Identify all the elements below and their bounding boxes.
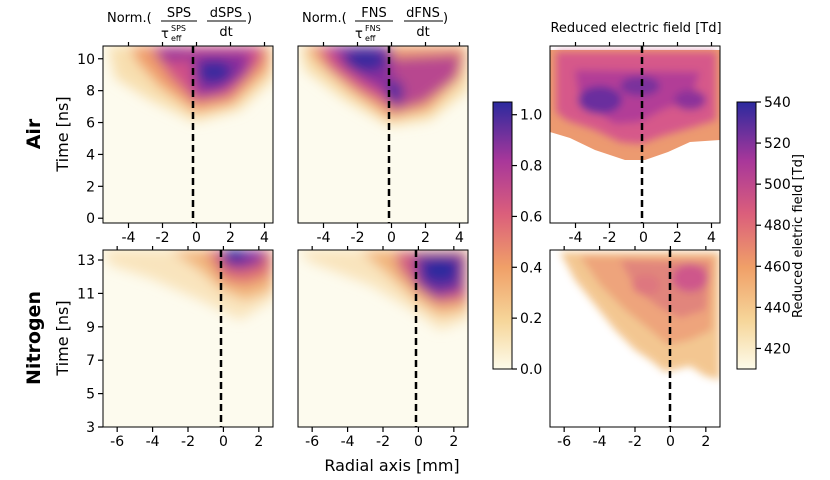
x-tick-label: 2 <box>449 434 458 450</box>
x-tick-label: -2 <box>603 230 617 246</box>
row-label-nitrogen: Nitrogen <box>23 291 45 385</box>
panel-nitrogen-field <box>549 249 721 428</box>
x-tick-label: -6 <box>557 434 571 450</box>
header-sps: Norm.( SPS τ SPS eff dSPS dt ) <box>107 6 252 43</box>
colorbar-tick-label: 0.4 <box>520 260 542 276</box>
svg-text:): ) <box>247 11 252 26</box>
panel-nitrogen-fns <box>297 249 469 428</box>
x-tick-label: 0 <box>219 434 228 450</box>
x-tick-label: -4 <box>341 434 355 450</box>
colorbar-tick-label: 1.0 <box>520 108 542 124</box>
x-tick-label: -4 <box>317 230 331 246</box>
y-tick-label: 6 <box>86 116 95 132</box>
x-tick-label: -4 <box>146 434 160 450</box>
colorbar-tick-label: 0.8 <box>520 159 542 175</box>
x-tick-label: -6 <box>110 434 124 450</box>
svg-text:τ: τ <box>161 27 169 42</box>
colorbar-tick-label: 0.6 <box>520 209 542 225</box>
colorbar-tick-label: 0.0 <box>520 362 542 378</box>
y-tick-label: 4 <box>86 147 95 163</box>
colorbar-tick-label: 0.2 <box>520 311 542 327</box>
x-tick-label: 4 <box>707 230 716 246</box>
colorbar-norm: 0.0 0.2 0.4 0.6 0.8 1.0 <box>492 101 542 378</box>
y-tick-label: 11 <box>77 286 95 302</box>
colorbar-tick-label: 440 <box>764 300 791 316</box>
y-tick-label: 8 <box>86 84 95 100</box>
svg-text:eff: eff <box>365 34 376 43</box>
x-tick-label: -4 <box>569 230 583 246</box>
svg-text:dt: dt <box>219 25 232 40</box>
panel-air-fns <box>297 45 469 224</box>
axis-ticks: -4 -2 0 2 4 0 2 4 6 8 10 -4 -2 0 2 4 -4 -2 0 2 4 -6 -4 -2 0 2 3 5 7 9… <box>77 42 716 450</box>
y-tick-label: 3 <box>86 420 95 436</box>
x-tick-label: 2 <box>226 230 235 246</box>
colorbar-field: 420 440 460 480 500 520 540 Reduced eletric fi… <box>736 95 806 370</box>
svg-text:dSPS: dSPS <box>210 6 243 21</box>
x-tick-label: -6 <box>305 434 319 450</box>
x-tick-label: -2 <box>351 230 365 246</box>
y-tick-label: 5 <box>86 387 95 403</box>
x-tick-label: -4 <box>122 230 136 246</box>
svg-text:): ) <box>443 11 448 26</box>
svg-text:FNS: FNS <box>365 24 381 33</box>
ylabel-air: Time [ns] <box>53 96 72 172</box>
svg-text:SPS: SPS <box>171 24 186 33</box>
svg-text:Norm.(: Norm.( <box>107 11 152 26</box>
svg-text:SPS: SPS <box>167 6 191 21</box>
svg-text:FNS: FNS <box>361 6 386 21</box>
header-fns: Norm.( FNS τ FNS eff dFNS dt ) <box>302 6 448 43</box>
x-tick-label: 0 <box>414 434 423 450</box>
y-tick-label: 2 <box>86 179 95 195</box>
x-tick-label: 0 <box>192 230 201 246</box>
x-tick-label: -4 <box>593 434 607 450</box>
x-tick-label: 2 <box>254 434 263 450</box>
x-tick-label: -2 <box>376 434 390 450</box>
svg-text:eff: eff <box>171 34 182 43</box>
y-tick-label: 13 <box>77 253 95 269</box>
x-tick-label: 0 <box>639 230 648 246</box>
x-tick-label: 4 <box>455 230 464 246</box>
x-tick-label: -2 <box>628 434 642 450</box>
y-tick-label: 9 <box>86 320 95 336</box>
row-label-air: Air <box>23 118 45 149</box>
colorbar-tick-label: 420 <box>764 341 791 357</box>
colorbar-tick-label: 520 <box>764 136 791 152</box>
colorbar-tick-label: 500 <box>764 177 791 193</box>
colorbar-tick-label: 540 <box>764 95 791 111</box>
svg-text:τ: τ <box>355 27 363 42</box>
panel-air-sps <box>102 45 274 224</box>
x-tick-label: -2 <box>156 230 170 246</box>
x-tick-label: 2 <box>673 230 682 246</box>
x-tick-label: 4 <box>260 230 269 246</box>
ylabel-nitrogen: Time [ns] <box>53 300 72 376</box>
svg-text:Norm.(: Norm.( <box>302 11 347 26</box>
x-axis-label: Radial axis [mm] <box>324 456 459 475</box>
colorbar-tick-label: 460 <box>764 259 791 275</box>
x-tick-label: -2 <box>181 434 195 450</box>
x-tick-label: 0 <box>387 230 396 246</box>
panel-nitrogen-sps <box>102 249 274 428</box>
y-tick-label: 10 <box>77 52 95 68</box>
y-tick-label: 0 <box>86 211 95 227</box>
svg-text:dFNS: dFNS <box>406 6 440 21</box>
x-tick-label: 0 <box>666 434 675 450</box>
svg-text:dt: dt <box>416 25 429 40</box>
header-field: Reduced electric field [Td] <box>550 21 721 36</box>
colorbar-tick-label: 480 <box>764 218 791 234</box>
panel-air-field <box>549 45 721 224</box>
x-tick-label: 2 <box>421 230 430 246</box>
colorbar-field-label: Reduced eletric field [Td] <box>791 154 806 318</box>
x-tick-label: 2 <box>701 434 710 450</box>
y-tick-label: 7 <box>86 353 95 369</box>
